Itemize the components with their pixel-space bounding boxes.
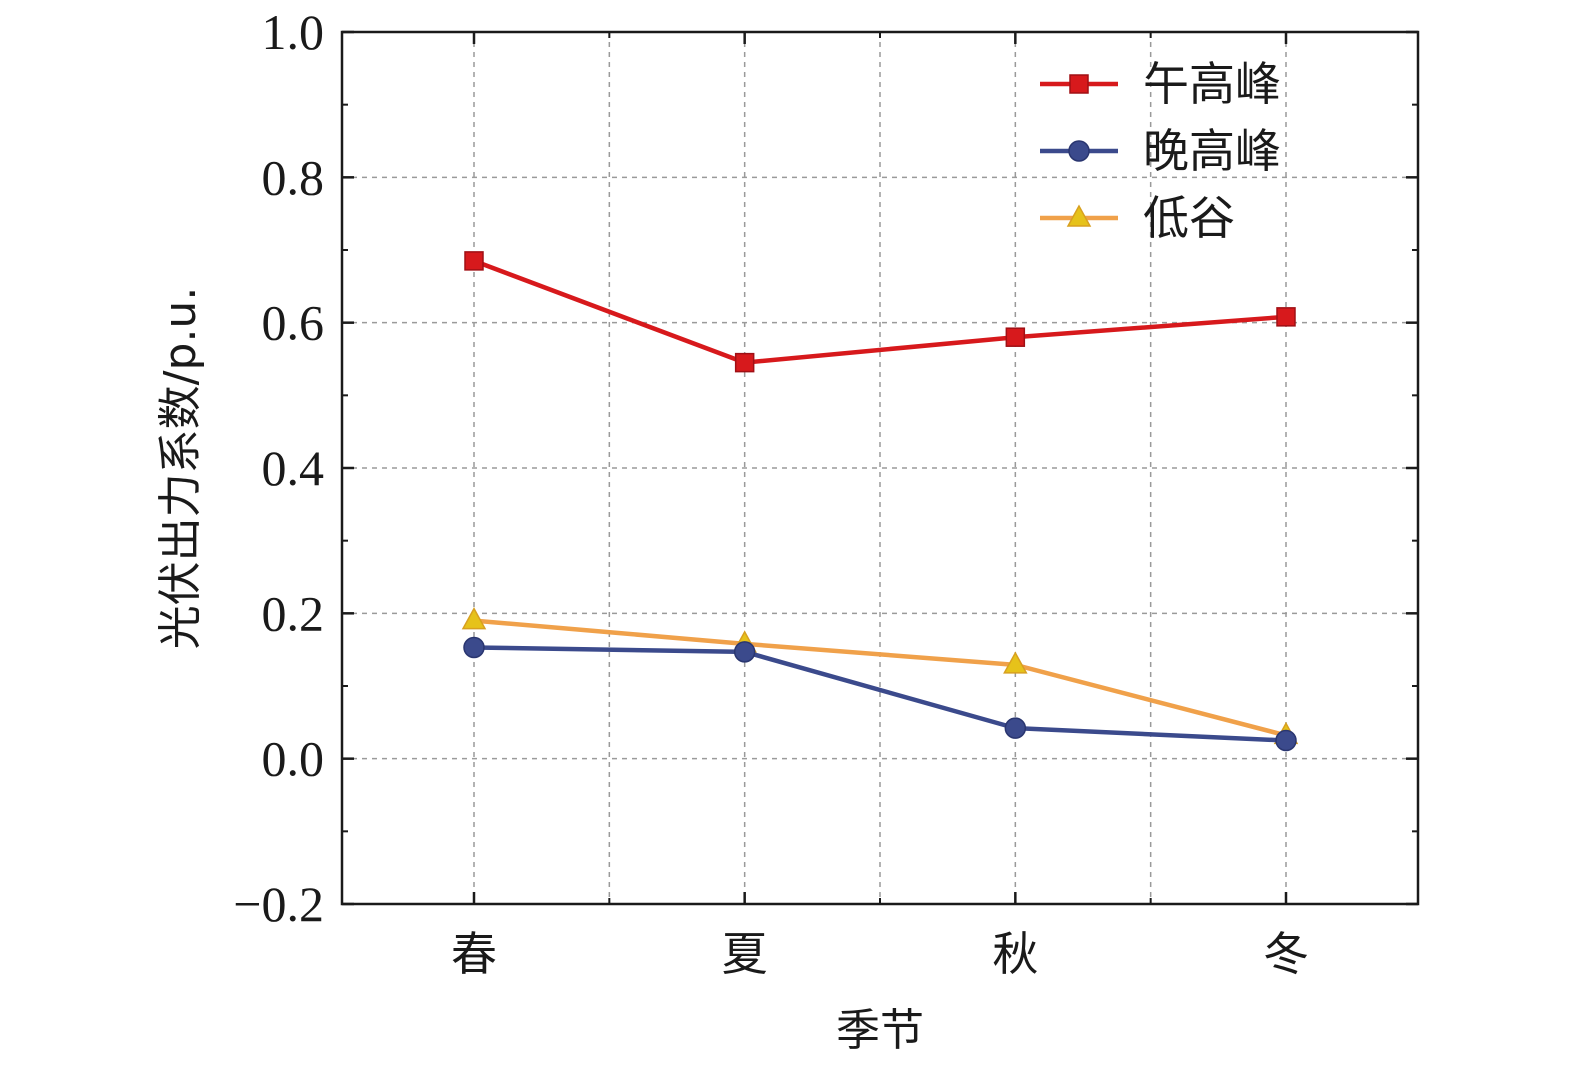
x-category-label: 春 (451, 927, 497, 981)
y-tick-label: 0.0 (262, 731, 325, 787)
y-tick-label: 0.6 (262, 295, 325, 351)
data-point (1004, 717, 1027, 739)
y-axis-title: 光伏出力系数/p.u. (155, 287, 206, 650)
y-tick-label: −0.2 (233, 876, 324, 932)
labels-layer: −0.2 0.0 0.2 0.4 0.6 0.8 1.0 春 夏 秋 冬 (233, 4, 1309, 981)
x-category-label: 夏 (722, 927, 768, 981)
legend-label: 午高峰 (1143, 57, 1281, 111)
series-line (473, 618, 1287, 738)
series-circle (463, 636, 1297, 752)
legend-marker (1068, 140, 1090, 162)
y-tick-label: 1.0 (262, 4, 325, 60)
data-point (1275, 729, 1297, 752)
y-tick-label: 0.2 (262, 585, 325, 641)
y-tick-label: 0.4 (262, 440, 325, 496)
x-axis-title: 季节 (836, 1005, 924, 1056)
legend-label: 低谷 (1143, 191, 1235, 245)
x-category-label: 秋 (992, 927, 1038, 981)
legend-label: 晚高峰 (1143, 124, 1281, 178)
legend-marker (1069, 74, 1089, 94)
series-line (473, 258, 1287, 365)
legend-marker (1066, 204, 1092, 227)
data-point (1003, 651, 1028, 674)
legend-item: 晚高峰 (1040, 124, 1281, 178)
series-layer (461, 251, 1299, 752)
data-point (734, 352, 755, 373)
data-point (461, 607, 487, 630)
data-point (1276, 307, 1296, 327)
y-tick-label: 0.8 (262, 149, 325, 205)
ticks-layer (342, 30, 1418, 906)
data-point (1005, 327, 1026, 347)
legend-item: 低谷 (1040, 191, 1235, 245)
series-square (464, 251, 1296, 373)
x-category-label: 冬 (1263, 927, 1309, 981)
data-point (733, 641, 756, 663)
series-line (473, 645, 1287, 743)
data-point (464, 251, 484, 271)
legend-item: 午高峰 (1040, 57, 1281, 111)
data-point (463, 636, 485, 659)
